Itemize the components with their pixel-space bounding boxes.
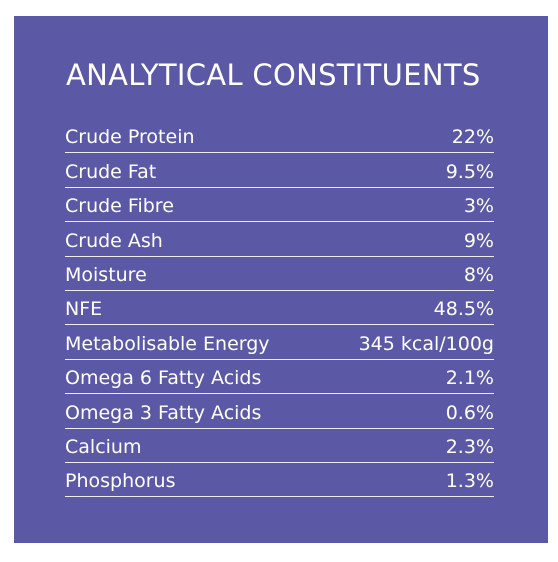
constituent-value: 2.3% (445, 435, 494, 458)
constituent-value: 8% (463, 263, 494, 286)
constituent-value: 3% (463, 195, 494, 218)
constituent-value: 2.1% (445, 367, 494, 390)
constituent-label: Calcium (65, 435, 142, 458)
table-row: Crude Fibre 3% (65, 188, 494, 223)
analytical-constituents-panel: ANALYTICAL CONSTITUENTS Crude Protein 22… (14, 16, 548, 543)
constituent-value: 22% (451, 126, 494, 149)
constituent-label: Crude Ash (65, 229, 163, 252)
table-row: Calcium 2.3% (65, 429, 494, 463)
constituent-label: Moisture (65, 263, 147, 286)
constituent-label: Metabolisable Energy (65, 332, 270, 355)
table-row: Omega 6 Fatty Acids 2.1% (65, 360, 494, 395)
constituent-label: NFE (65, 298, 103, 321)
table-row: Moisture 8% (65, 257, 494, 291)
constituent-label: Omega 6 Fatty Acids (65, 367, 262, 390)
constituent-value: 345 kcal/100g (358, 332, 494, 355)
constituent-label: Omega 3 Fatty Acids (65, 401, 262, 424)
constituent-value: 48.5% (433, 298, 494, 321)
constituent-value: 1.3% (445, 470, 494, 493)
table-row: Crude Fat 9.5% (65, 153, 494, 188)
table-row: Metabolisable Energy 345 kcal/100g (65, 325, 494, 360)
table-row: Phosphorus 1.3% (65, 463, 494, 498)
table-row: NFE 48.5% (65, 291, 494, 326)
constituent-value: 9.5% (445, 160, 494, 183)
constituent-value: 0.6% (445, 401, 494, 424)
constituent-value: 9% (463, 229, 494, 252)
constituent-label: Phosphorus (65, 470, 176, 493)
constituent-label: Crude Protein (65, 126, 195, 149)
table-row: Crude Protein 22% (65, 119, 494, 154)
panel-title: ANALYTICAL CONSTITUENTS (66, 58, 481, 92)
constituents-table: Crude Protein 22% Crude Fat 9.5% Crude F… (65, 119, 494, 498)
constituent-label: Crude Fibre (65, 195, 174, 218)
table-row: Crude Ash 9% (65, 222, 494, 257)
table-row: Omega 3 Fatty Acids 0.6% (65, 394, 494, 429)
constituent-label: Crude Fat (65, 160, 157, 183)
